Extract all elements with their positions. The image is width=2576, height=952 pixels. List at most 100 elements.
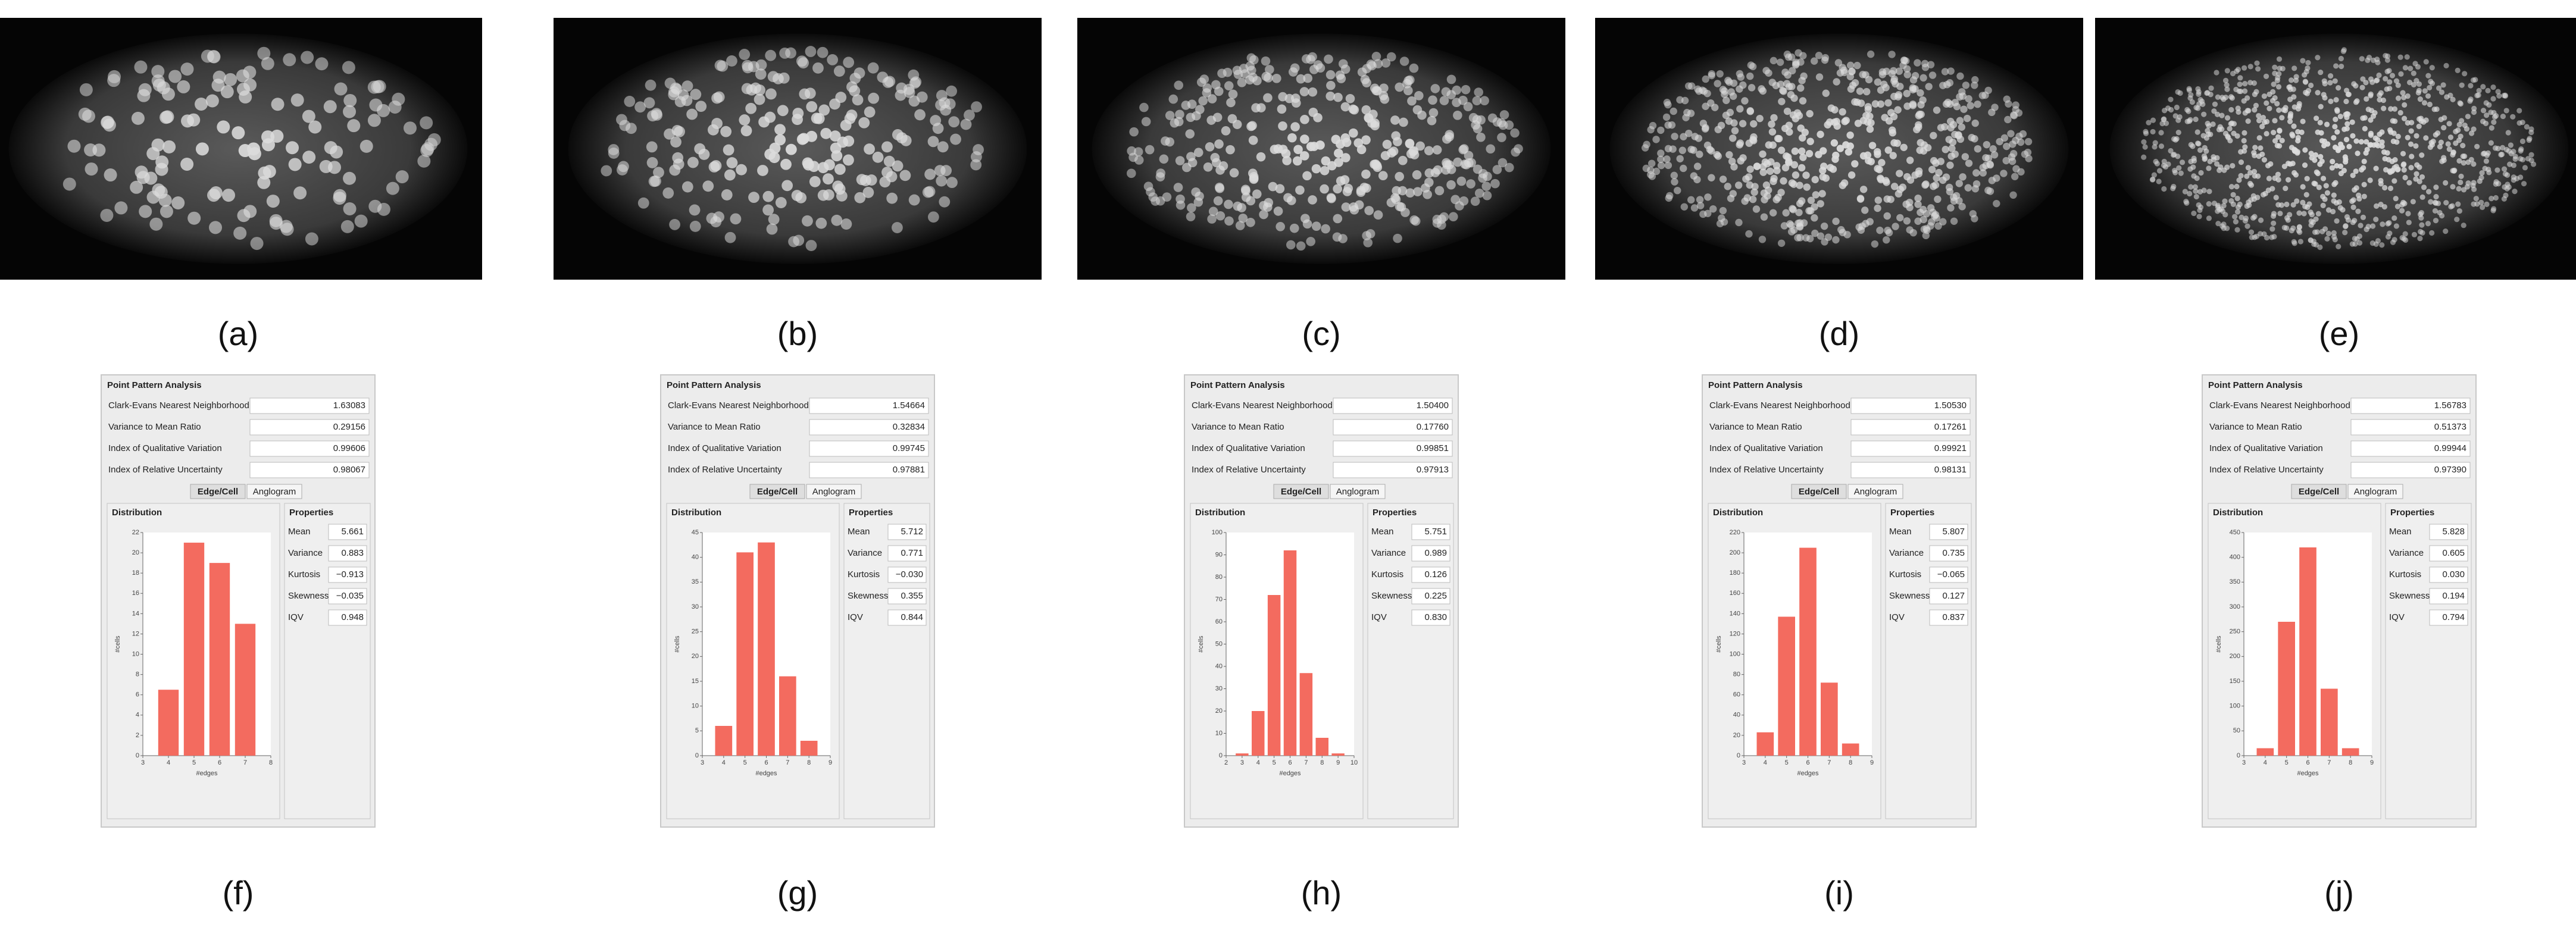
nucleus bbox=[2327, 73, 2334, 79]
nucleus bbox=[2271, 211, 2277, 217]
nucleus bbox=[1925, 83, 1933, 90]
y-tick-label: 30 bbox=[692, 603, 699, 610]
nucleus bbox=[2415, 64, 2421, 70]
metric-label: Index of Relative Uncertainty bbox=[668, 465, 782, 475]
nucleus bbox=[694, 143, 706, 155]
property-value: −0.913 bbox=[336, 569, 364, 580]
tab[interactable] bbox=[2291, 484, 2347, 499]
nucleus bbox=[2174, 104, 2180, 111]
nucleus bbox=[1229, 168, 1239, 178]
tab[interactable] bbox=[1330, 484, 1386, 499]
nucleus bbox=[2366, 54, 2372, 61]
nucleus bbox=[2352, 218, 2358, 224]
nucleus bbox=[1792, 115, 1799, 123]
nucleus bbox=[2290, 225, 2296, 231]
nucleus bbox=[1725, 151, 1733, 159]
nucleus bbox=[2524, 124, 2530, 130]
y-tick-label: 0 bbox=[695, 752, 699, 759]
nucleus bbox=[2377, 97, 2383, 103]
nucleus bbox=[1708, 71, 1715, 80]
nucleus bbox=[187, 113, 201, 127]
nucleus bbox=[1815, 52, 1823, 60]
tab[interactable] bbox=[1791, 484, 1847, 499]
nucleus bbox=[1449, 212, 1458, 222]
nucleus bbox=[2210, 121, 2216, 127]
tab[interactable] bbox=[749, 484, 805, 499]
nucleus bbox=[1815, 73, 1824, 81]
nucleus bbox=[1890, 75, 1899, 83]
nucleus bbox=[2395, 166, 2401, 173]
nucleus bbox=[2206, 165, 2212, 171]
x-tick-label: 5 bbox=[1273, 759, 1276, 766]
nucleus bbox=[877, 71, 889, 83]
tab[interactable] bbox=[806, 484, 862, 499]
nucleus bbox=[237, 209, 251, 223]
tab[interactable] bbox=[2347, 484, 2403, 499]
nucleus bbox=[1945, 136, 1953, 143]
nucleus bbox=[1228, 89, 1238, 99]
nucleus bbox=[2512, 154, 2518, 159]
metric-value: 0.97881 bbox=[893, 465, 925, 475]
nucleus bbox=[1361, 105, 1371, 115]
nucleus bbox=[2005, 100, 2012, 108]
nucleus bbox=[1874, 78, 1882, 86]
property-label: Variance bbox=[1371, 548, 1406, 558]
nucleus bbox=[1155, 196, 1165, 206]
nucleus bbox=[1949, 121, 1958, 129]
nucleus bbox=[2219, 112, 2225, 118]
nucleus bbox=[2170, 152, 2177, 158]
nucleus bbox=[1393, 233, 1402, 243]
nucleus bbox=[669, 164, 681, 176]
nucleus bbox=[1215, 183, 1225, 193]
nucleus bbox=[2161, 186, 2167, 192]
nucleus bbox=[1684, 82, 1693, 90]
nucleus bbox=[1745, 230, 1753, 238]
nucleus bbox=[1819, 167, 1827, 174]
nucleus bbox=[1395, 82, 1405, 92]
metric-value: 0.97390 bbox=[2434, 465, 2466, 475]
x-tick-label: 7 bbox=[1304, 759, 1308, 766]
nucleus bbox=[195, 142, 209, 156]
nucleus bbox=[1445, 130, 1454, 140]
tab[interactable] bbox=[1847, 484, 1903, 499]
property-label: IQV bbox=[848, 612, 863, 622]
tab-label: Edge/Cell bbox=[198, 487, 238, 497]
nucleus bbox=[2465, 114, 2471, 120]
nucleus bbox=[2323, 183, 2329, 189]
nucleus bbox=[2199, 98, 2205, 104]
nucleus bbox=[2468, 83, 2474, 89]
nucleus bbox=[1971, 185, 1980, 193]
nucleus bbox=[2227, 126, 2233, 131]
metric-value: 0.99921 bbox=[1934, 443, 1967, 453]
nucleus bbox=[2519, 156, 2526, 162]
nucleus bbox=[2190, 143, 2196, 149]
nucleus bbox=[2019, 130, 2027, 138]
nucleus bbox=[2379, 129, 2385, 135]
nucleus bbox=[886, 192, 898, 204]
nucleus bbox=[2389, 168, 2395, 174]
nucleus bbox=[1320, 165, 1330, 176]
nucleus bbox=[1340, 133, 1350, 143]
nucleus bbox=[2400, 90, 2406, 96]
nucleus bbox=[2141, 154, 2147, 160]
nucleus bbox=[2195, 86, 2201, 92]
y-tick-label: 35 bbox=[692, 578, 699, 585]
properties-title: Properties bbox=[1373, 508, 1417, 518]
nucleus bbox=[2207, 158, 2213, 164]
tab[interactable] bbox=[190, 484, 246, 499]
nucleus bbox=[2364, 226, 2369, 233]
nucleus bbox=[2291, 170, 2297, 176]
tab[interactable] bbox=[246, 484, 302, 499]
nucleus bbox=[2364, 146, 2370, 153]
tab[interactable] bbox=[1273, 484, 1329, 499]
nucleus bbox=[2187, 117, 2193, 123]
nucleus bbox=[2488, 140, 2494, 146]
nucleus bbox=[1979, 169, 1987, 177]
nucleus bbox=[2402, 231, 2408, 237]
nucleus bbox=[334, 82, 348, 96]
nucleus bbox=[1988, 108, 1996, 117]
nucleus bbox=[2481, 151, 2487, 156]
property-value: 0.771 bbox=[901, 548, 923, 558]
nucleus bbox=[2451, 168, 2457, 174]
nucleus bbox=[2441, 157, 2447, 164]
